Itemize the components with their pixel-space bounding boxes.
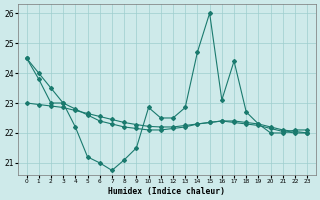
X-axis label: Humidex (Indice chaleur): Humidex (Indice chaleur) <box>108 187 225 196</box>
